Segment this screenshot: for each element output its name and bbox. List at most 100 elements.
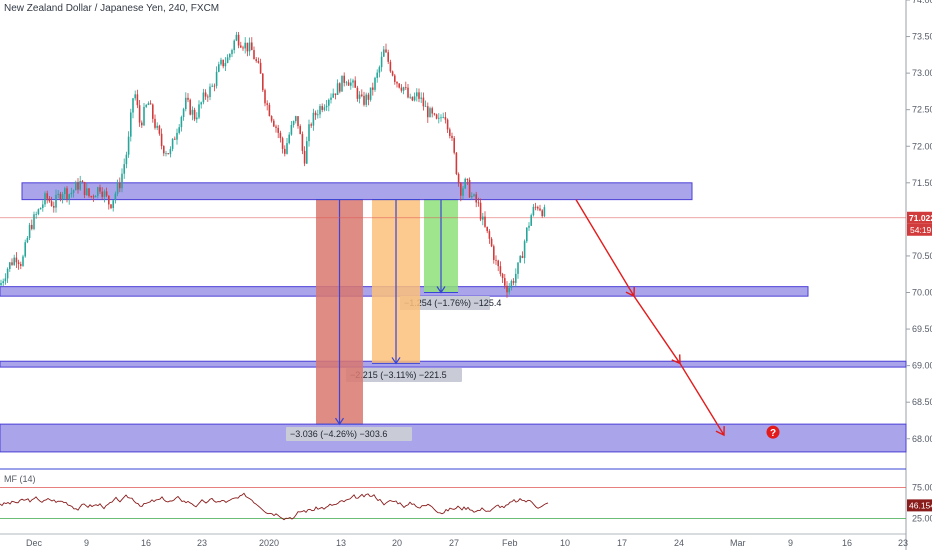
candle-body bbox=[20, 264, 22, 266]
candle-body bbox=[405, 87, 407, 89]
candle-body bbox=[528, 225, 530, 228]
candle-body bbox=[321, 106, 323, 110]
candle-body bbox=[266, 103, 268, 105]
candle-body bbox=[501, 273, 504, 279]
price-tick-label: 73.000 bbox=[912, 68, 932, 78]
candle-body bbox=[361, 94, 363, 96]
candle-body bbox=[352, 80, 354, 83]
candle-body bbox=[451, 135, 453, 139]
price-tick-label: 69.500 bbox=[912, 324, 932, 334]
measures: −1.254 (−1.76%) −125.4 −2.215 (−3.11%) −2… bbox=[286, 199, 501, 441]
price-tick-label: 71.500 bbox=[912, 178, 932, 188]
candle-body bbox=[156, 125, 158, 128]
candle-body bbox=[325, 105, 328, 108]
candle-body bbox=[486, 226, 488, 232]
question-badge-icon bbox=[766, 425, 780, 439]
candle-body bbox=[499, 266, 502, 274]
candle-body bbox=[369, 87, 372, 100]
candle-body bbox=[268, 104, 271, 117]
candle-body bbox=[198, 104, 200, 118]
candle-body bbox=[248, 42, 251, 52]
candle-body bbox=[475, 194, 477, 203]
candle-body bbox=[526, 227, 528, 242]
measure-label-bg bbox=[286, 427, 412, 441]
candle-body bbox=[310, 124, 312, 126]
candle-body bbox=[286, 143, 288, 154]
candle-body bbox=[374, 77, 376, 90]
last-price-value: 71.022 bbox=[909, 213, 932, 223]
candle-body bbox=[495, 259, 497, 261]
candle-body bbox=[438, 117, 440, 119]
projection-arrows: ? bbox=[575, 199, 780, 439]
candle-body bbox=[440, 117, 442, 119]
candle-body bbox=[385, 49, 387, 53]
candle-body bbox=[383, 49, 385, 57]
candle-body bbox=[343, 75, 345, 83]
price-tick-label: 69.000 bbox=[912, 361, 932, 371]
candle-body bbox=[235, 34, 238, 41]
candle-body bbox=[83, 181, 86, 196]
rsi-line bbox=[0, 492, 549, 521]
candle-body bbox=[33, 214, 35, 229]
candle-body bbox=[53, 206, 55, 208]
candle-body bbox=[339, 83, 341, 92]
time-tick-label: 27 bbox=[449, 538, 459, 548]
candle-body bbox=[114, 193, 117, 201]
price-axis: 74.000 73.500 73.000 72.500 72.000 71.500 70.5… bbox=[906, 0, 932, 444]
price-tick-label: 70.500 bbox=[912, 251, 932, 261]
candle-body bbox=[130, 112, 132, 137]
candle-body bbox=[530, 215, 532, 226]
question-badge-label: ? bbox=[770, 428, 776, 439]
candle-body bbox=[504, 278, 506, 286]
time-tick-label: 23 bbox=[898, 538, 908, 548]
projection-arrow-line bbox=[679, 363, 725, 436]
candle-body bbox=[376, 72, 378, 78]
candle-body bbox=[46, 193, 48, 199]
candle-body bbox=[345, 82, 348, 84]
candle-body bbox=[171, 138, 174, 149]
candle-body bbox=[264, 90, 266, 104]
time-tick-label: 24 bbox=[674, 538, 684, 548]
candle-body bbox=[517, 262, 519, 274]
candle-body bbox=[422, 97, 425, 107]
candle-body bbox=[411, 96, 414, 101]
candle-body bbox=[37, 209, 40, 214]
price-tick-label: 68.000 bbox=[912, 434, 932, 444]
chart-title: New Zealand Dollar / Japanese Yen, 240, … bbox=[4, 3, 220, 14]
measure-arrow-head bbox=[436, 286, 446, 294]
candle-body bbox=[365, 94, 367, 105]
candle-body bbox=[211, 85, 213, 87]
countdown-value: 54:19 bbox=[910, 225, 932, 235]
candle-body bbox=[312, 112, 315, 126]
candle-body bbox=[273, 120, 275, 127]
support-zone bbox=[0, 360, 907, 368]
candle-body bbox=[319, 106, 321, 115]
rsi-tick-label: 25.000 bbox=[912, 514, 932, 524]
candle-body bbox=[398, 83, 400, 88]
candle-body bbox=[372, 87, 374, 90]
candle-body bbox=[389, 61, 392, 72]
candle-body bbox=[479, 202, 482, 220]
candle-body bbox=[242, 47, 244, 49]
candle-body bbox=[207, 96, 209, 98]
candle-body bbox=[90, 196, 92, 197]
candle-body bbox=[468, 180, 471, 198]
candle-body bbox=[132, 98, 134, 113]
candle-body bbox=[187, 97, 189, 100]
candle-body bbox=[341, 75, 343, 92]
candle-body bbox=[515, 273, 517, 283]
candle-body bbox=[473, 194, 475, 196]
candle-body bbox=[253, 50, 255, 60]
candle-body bbox=[497, 260, 499, 267]
candle-body bbox=[70, 192, 73, 195]
candle-body bbox=[488, 231, 491, 239]
candle-body bbox=[409, 96, 411, 98]
candle-body bbox=[44, 193, 46, 205]
measure-label-bg bbox=[346, 368, 462, 382]
candle-body bbox=[127, 136, 130, 155]
measure-arrow-head bbox=[335, 417, 344, 426]
rsi-value: 46.154 bbox=[909, 500, 932, 510]
candle-body bbox=[297, 116, 299, 127]
